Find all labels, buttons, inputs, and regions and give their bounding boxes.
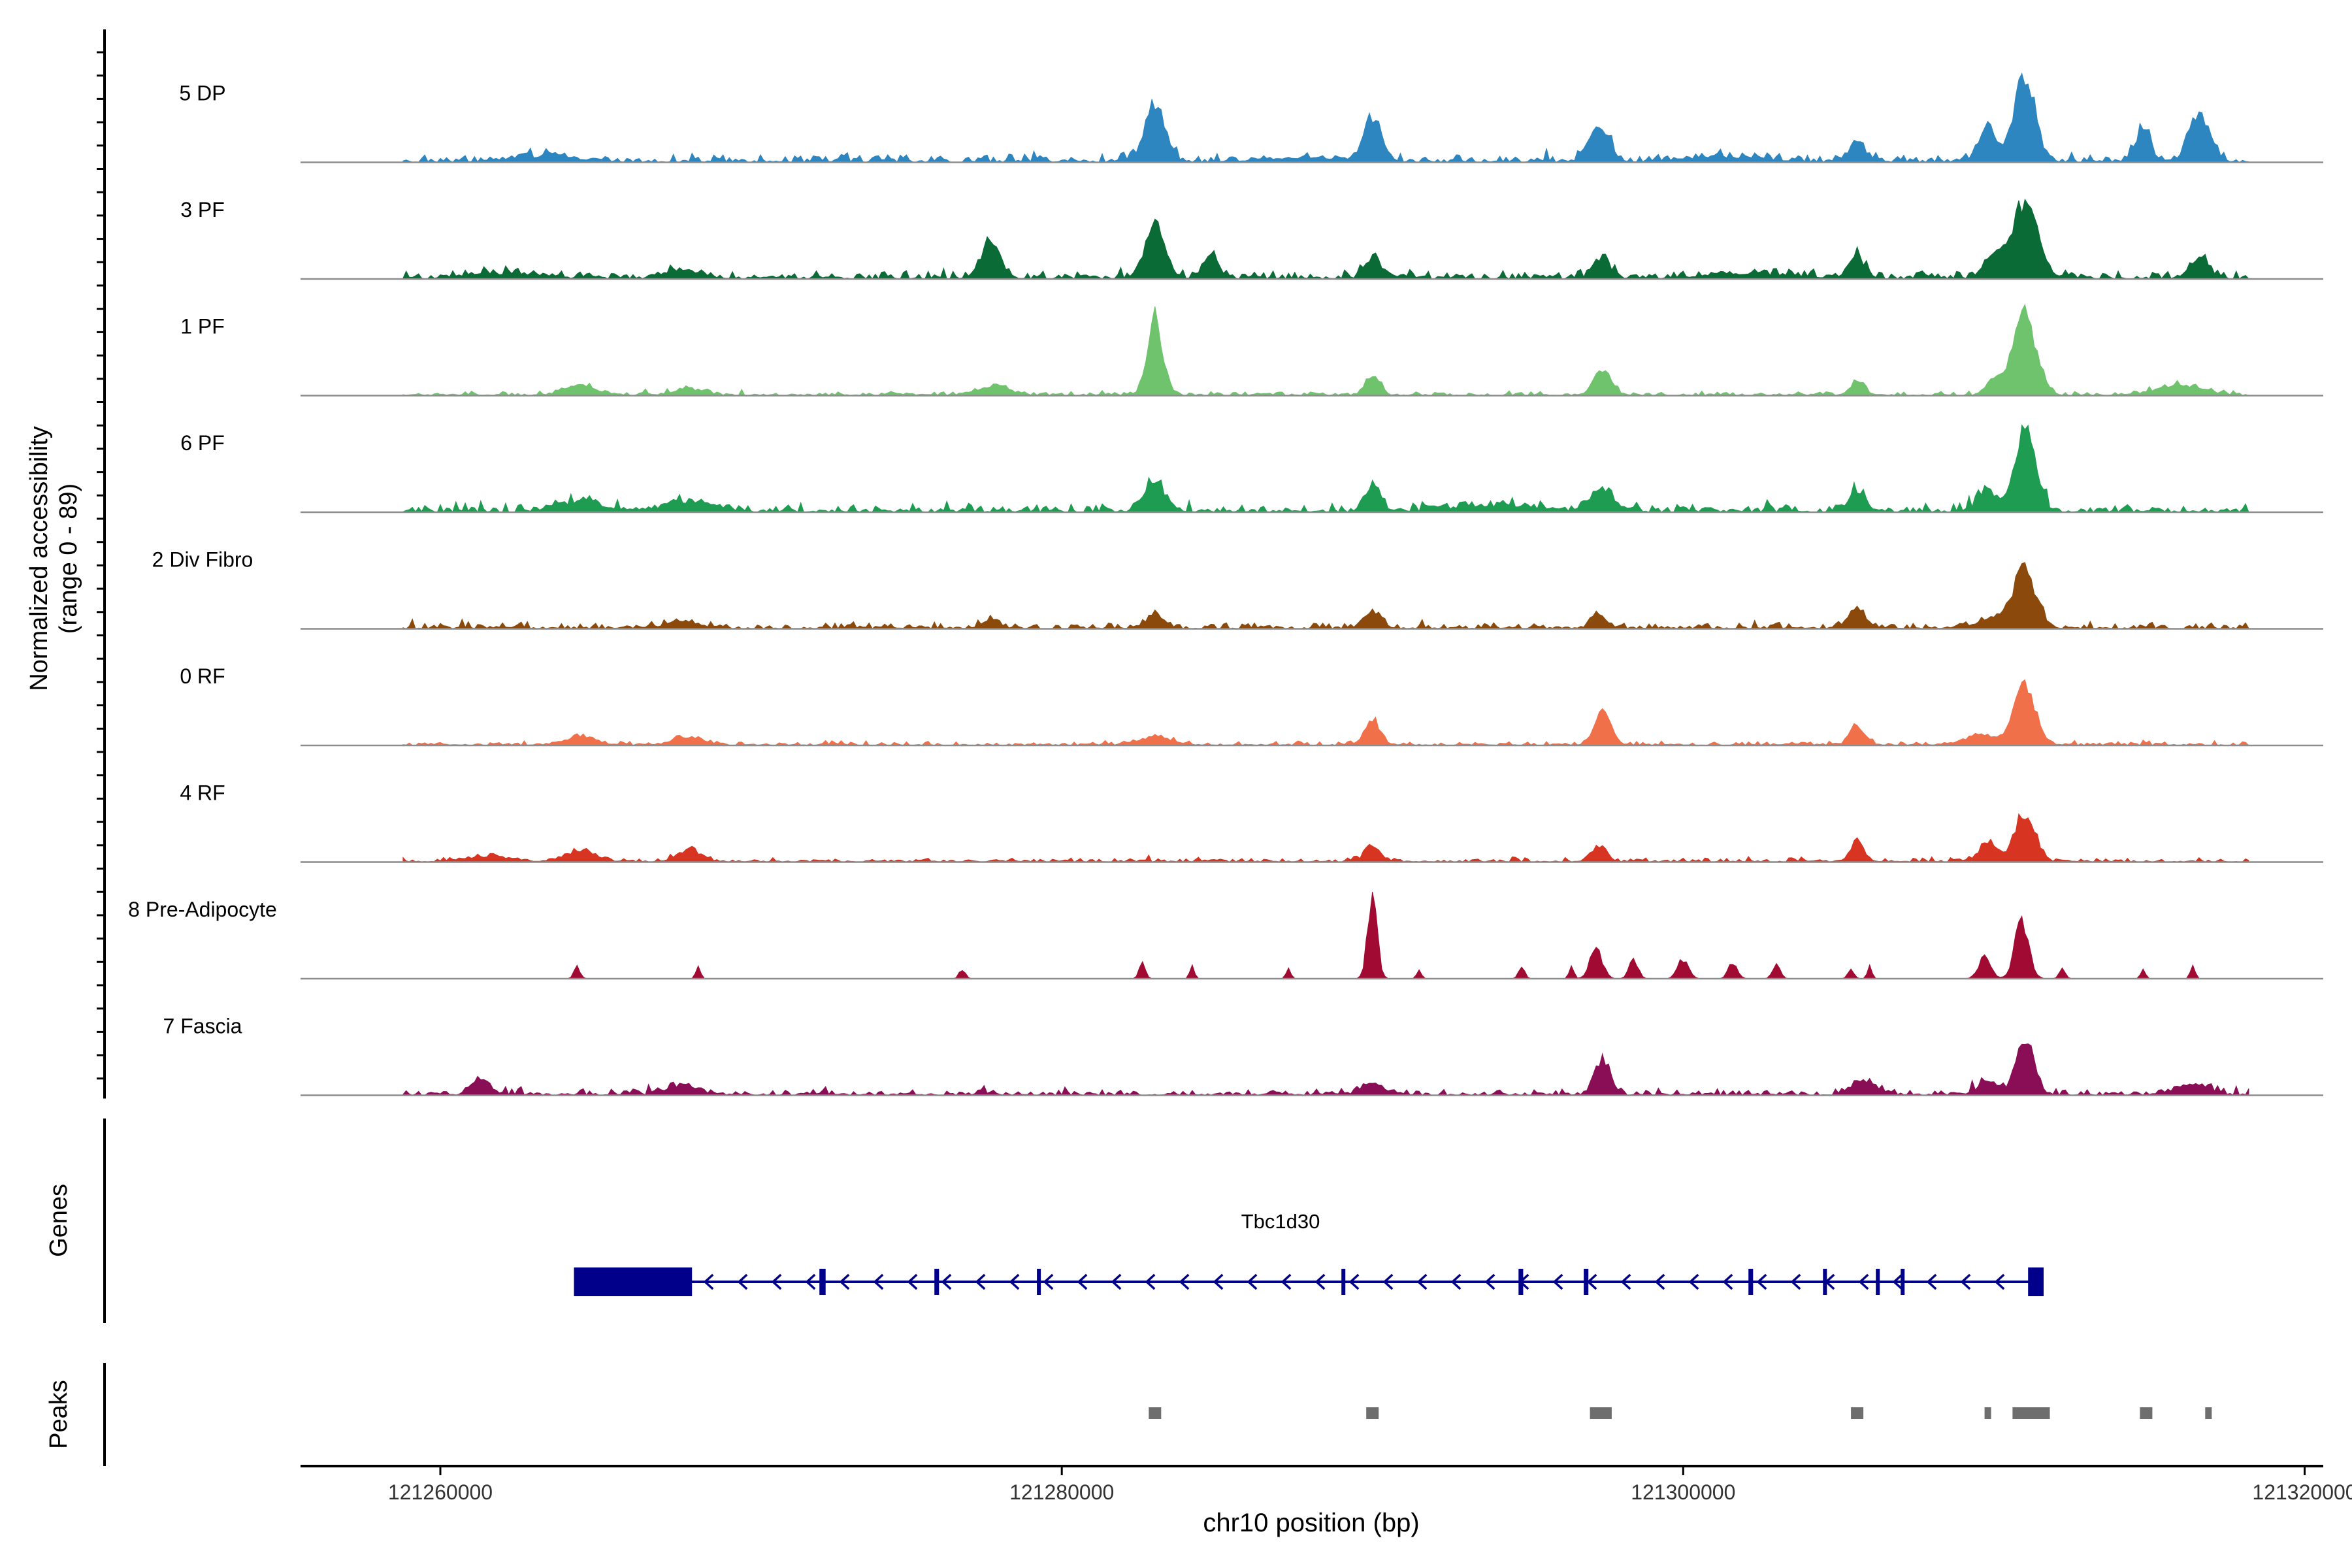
peak-region: [1366, 1407, 1379, 1419]
peak-region: [1851, 1407, 1864, 1419]
peaks-panel-label: Peaks: [45, 1380, 73, 1449]
track-6-pf: 6 PF: [180, 424, 2323, 514]
gene-exon: [1037, 1269, 1041, 1295]
strand-arrow: [1247, 1273, 1258, 1290]
strand-arrow: [1315, 1273, 1326, 1290]
x-tick-label: 121320000: [2252, 1480, 2352, 1504]
track-7-fascia: 7 Fascia: [163, 1015, 2323, 1096]
gene-model: [574, 1267, 2044, 1296]
peak-region: [1984, 1407, 1991, 1419]
strand-arrow: [1348, 1273, 1360, 1290]
strand-arrow: [941, 1273, 952, 1290]
gene-exon: [1901, 1269, 1905, 1295]
peak-region: [1149, 1407, 1162, 1419]
peak-region: [2205, 1407, 2212, 1419]
track-1-pf: 1 PF: [180, 303, 2323, 397]
strand-arrow: [1926, 1273, 1937, 1290]
strand-arrow: [1111, 1273, 1122, 1290]
track-label: 2 Div Fibro: [152, 548, 253, 572]
x-axis: 121260000 121280000 121300000 121320000 chr…: [301, 1465, 2352, 1537]
strand-arrow: [1722, 1273, 1733, 1290]
strand-arrow: [1620, 1273, 1631, 1290]
strand-arrow: [873, 1273, 884, 1290]
strand-arrow: [1043, 1273, 1054, 1290]
strand-arrow: [975, 1273, 986, 1290]
x-tick-label: 121260000: [388, 1480, 493, 1504]
strand-arrow: [1179, 1273, 1190, 1290]
x-tick-label: 121280000: [1009, 1480, 1114, 1504]
gene-exon: [574, 1267, 693, 1296]
gene-exon: [934, 1269, 939, 1295]
strand-arrow: [1009, 1273, 1020, 1290]
y-axis-title-line2: (range 0 - 89): [55, 483, 82, 634]
strand-arrow: [1552, 1273, 1563, 1290]
track-label: 6 PF: [180, 431, 225, 455]
strand-arrow: [1077, 1273, 1088, 1290]
strand-arrow: [907, 1273, 918, 1290]
x-ticks: 121260000 121280000 121300000 121320000: [388, 1466, 2352, 1504]
strand-arrow: [703, 1273, 714, 1290]
strand-arrow: [805, 1273, 816, 1290]
coverage-area: [402, 562, 2249, 630]
track-5-dp: 5 DP: [179, 72, 2323, 163]
x-axis-title: chr10 position (bp): [1203, 1509, 1419, 1537]
strand-arrow: [1994, 1273, 2005, 1290]
gene-exon: [2028, 1267, 2044, 1296]
track-label: 0 RF: [180, 664, 225, 688]
strand-arrow: [1416, 1273, 1428, 1290]
strand-arrow: [1790, 1273, 1801, 1290]
peak-marks: [1149, 1407, 2212, 1419]
gene-exon: [1748, 1269, 1754, 1295]
peak-region: [2012, 1407, 2050, 1419]
gene-exon: [1518, 1269, 1524, 1295]
strand-arrow: [1756, 1273, 1767, 1290]
track-label: 5 DP: [179, 82, 225, 105]
track-2-div-fibro: 2 Div Fibro: [152, 548, 2323, 630]
track-4-rf: 4 RF: [180, 781, 2323, 863]
gene-name-label: Tbc1d30: [1241, 1210, 1320, 1233]
track-8-pre-adipocyte: 8 Pre-Adipocyte: [128, 892, 2323, 980]
genes-panel-label: Genes: [45, 1184, 73, 1257]
strand-arrow: [1145, 1273, 1156, 1290]
gene-exon: [819, 1269, 826, 1295]
gene-panel: Genes Tbc1d30: [45, 1119, 2044, 1323]
coverage-y-axis: [97, 29, 106, 1099]
peak-region: [1590, 1407, 1612, 1419]
track-label: 3 PF: [180, 198, 225, 221]
coverage-area: [402, 1043, 2249, 1096]
peak-panel: Peaks: [45, 1363, 2212, 1466]
strand-arrow: [1450, 1273, 1462, 1290]
track-label: 8 Pre-Adipocyte: [128, 898, 277, 921]
track-label: 7 Fascia: [163, 1015, 242, 1038]
strand-arrow: [1654, 1273, 1665, 1290]
strand-arrow: [737, 1273, 748, 1290]
strand-arrow: [1213, 1273, 1224, 1290]
strand-arrow: [1382, 1273, 1394, 1290]
x-tick-label: 121300000: [1631, 1480, 1735, 1504]
coverage-area: [402, 198, 2249, 280]
coverage-area: [402, 72, 2249, 163]
strand-arrow: [1688, 1273, 1699, 1290]
coverage-tracks: 5 DP 3 PF 1 PF 6 PF 2 Div Fibro 0 RF 4 RF 8 Pre…: [128, 72, 2323, 1096]
strand-arrow: [1281, 1273, 1292, 1290]
strand-arrow: [1586, 1273, 1597, 1290]
y-axis-title-line1: Normalized accessibility: [25, 426, 53, 691]
strand-arrow: [1484, 1273, 1495, 1290]
gene-exon: [1823, 1269, 1827, 1295]
strand-arrow: [1960, 1273, 1971, 1290]
track-0-rf: 0 RF: [180, 664, 2323, 747]
track-label: 1 PF: [180, 315, 225, 338]
gene-exon: [1584, 1269, 1589, 1295]
track-label: 4 RF: [180, 781, 225, 805]
peak-region: [2140, 1407, 2153, 1419]
strand-arrow: [1892, 1273, 1903, 1290]
gene-exon: [1876, 1269, 1880, 1295]
gene-exon: [1341, 1269, 1346, 1295]
strand-arrow: [839, 1273, 850, 1290]
strand-arrow: [771, 1273, 782, 1290]
strand-arrow: [1858, 1273, 1869, 1290]
track-3-pf: 3 PF: [180, 198, 2323, 280]
